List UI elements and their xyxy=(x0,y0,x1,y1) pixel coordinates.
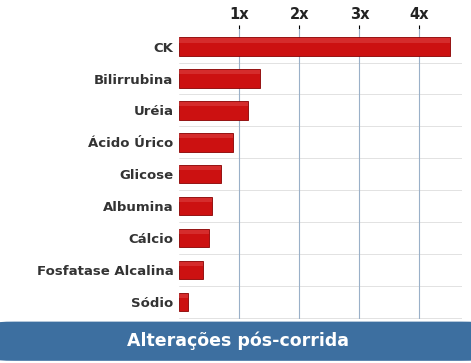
Bar xyxy=(179,198,212,202)
Bar xyxy=(179,262,203,266)
Bar xyxy=(179,101,248,120)
Bar xyxy=(179,70,260,74)
Bar xyxy=(179,37,449,56)
Bar xyxy=(179,165,221,183)
Bar xyxy=(179,229,209,247)
Text: Alterações pós-corrida: Alterações pós-corrida xyxy=(127,332,349,350)
Bar xyxy=(179,230,209,234)
Bar xyxy=(179,261,203,279)
Bar xyxy=(179,166,221,170)
Bar xyxy=(179,38,449,42)
Bar xyxy=(179,294,188,298)
FancyBboxPatch shape xyxy=(0,322,471,361)
Bar xyxy=(179,102,248,106)
Bar xyxy=(179,69,260,88)
Bar xyxy=(179,293,188,311)
Bar xyxy=(179,134,233,138)
Bar xyxy=(179,133,233,152)
Bar xyxy=(179,197,212,215)
